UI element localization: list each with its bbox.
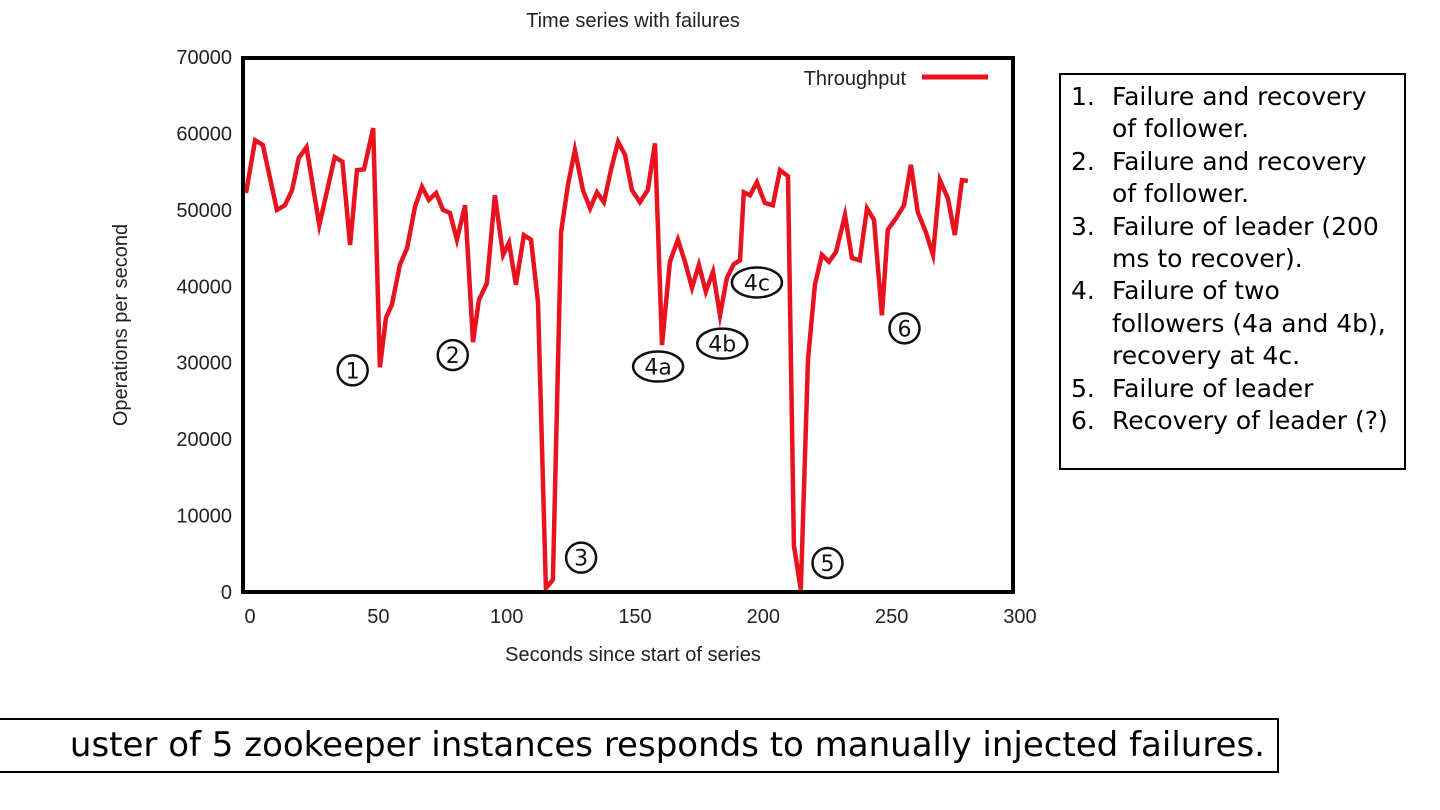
annotation-label: 6	[898, 317, 912, 342]
note-item: 5. Failure of leader	[1071, 373, 1396, 405]
failure-notes-list: 1. Failure and recovery of follower. 2. Fai…	[1071, 81, 1396, 437]
annotation-4a: 4a	[631, 350, 685, 383]
note-number: 3.	[1071, 211, 1095, 241]
x-tick-label: 100	[490, 606, 523, 628]
annotation-label: 4b	[708, 333, 736, 358]
note-item: 6. Recovery of leader (?)	[1071, 405, 1396, 437]
note-text: Failure and recovery of follower.	[1112, 82, 1367, 144]
annotation-label: 4a	[644, 356, 671, 381]
note-text: Failure of two followers (4a and 4b), re…	[1112, 276, 1386, 371]
y-tick-label: 50000	[176, 200, 232, 222]
annotation-label: 1	[346, 359, 360, 384]
x-tick-label: 0	[244, 606, 255, 628]
x-tick-label: 300	[1003, 606, 1036, 628]
annotation-circle	[436, 338, 470, 372]
note-item: 3. Failure of leader (200 ms to recover).	[1071, 211, 1396, 276]
note-number: 5.	[1071, 373, 1095, 403]
note-item: 1. Failure and recovery of follower.	[1071, 81, 1396, 146]
annotation-label: 5	[821, 552, 835, 577]
annotation-circle	[888, 312, 921, 345]
y-tick-label: 30000	[176, 353, 232, 375]
y-tick-label: 60000	[176, 123, 232, 145]
x-tick-label: 250	[875, 606, 908, 628]
annotation-circle	[811, 546, 844, 580]
annotations-group: 1 2 3 4a 4b 4c 5 6	[336, 266, 921, 580]
note-number: 4.	[1071, 276, 1095, 306]
series-group	[243, 127, 969, 595]
x-axis-title: Seconds since start of series	[505, 644, 761, 666]
y-axis: 0 10000 20000 30000 40000 50000 60000 70000	[176, 47, 232, 604]
annotation-circle	[336, 354, 369, 387]
caption-text: uster of 5 zookeeper instances responds …	[69, 725, 1265, 765]
legend: Throughput	[804, 68, 988, 90]
y-tick-label: 70000	[176, 47, 232, 69]
figure-caption: uster of 5 zookeeper instances responds …	[0, 718, 1279, 773]
annotation-oval	[631, 350, 685, 383]
series-line-throughput	[243, 127, 969, 595]
annotation-circle	[564, 541, 598, 574]
annotation-oval	[696, 327, 749, 360]
annotation-oval	[730, 266, 784, 299]
x-tick-label: 200	[747, 606, 780, 628]
annotation-6: 6	[888, 312, 921, 345]
note-text: Failure and recovery of follower.	[1112, 146, 1367, 209]
x-axis: 0 50 100 150 200 250 300	[244, 606, 1036, 628]
failure-notes-box: 1. Failure and recovery of follower. 2. Fai…	[1059, 73, 1406, 470]
annotation-4c: 4c	[730, 266, 784, 299]
note-item: 4. Failure of two followers (4a and 4b), …	[1071, 275, 1396, 372]
note-number: 1.	[1071, 82, 1095, 111]
annotation-2: 2	[436, 338, 470, 372]
annotation-4b: 4b	[696, 327, 749, 360]
y-tick-label: 20000	[176, 429, 232, 451]
note-number: 2.	[1071, 146, 1095, 176]
annotation-3: 3	[564, 541, 598, 574]
note-text: Recovery of leader (?)	[1112, 406, 1388, 436]
y-tick-label: 10000	[176, 506, 232, 528]
y-tick-label: 40000	[176, 276, 232, 298]
annotation-label: 3	[574, 547, 588, 572]
x-tick-label: 150	[618, 606, 651, 628]
y-tick-label: 0	[221, 582, 232, 604]
note-number: 6.	[1071, 406, 1095, 436]
annotation-label: 2	[446, 344, 460, 369]
annotation-1: 1	[336, 354, 369, 387]
chart-title: Time series with failures	[526, 10, 740, 32]
annotation-5: 5	[811, 546, 844, 580]
x-tick-label: 50	[367, 606, 389, 628]
legend-label-throughput: Throughput	[804, 68, 907, 90]
y-axis-title: Operations per second	[110, 224, 132, 426]
note-text: Failure of leader (200 ms to recover).	[1112, 211, 1379, 274]
note-item: 2. Failure and recovery of follower.	[1071, 146, 1396, 211]
throughput-chart: Time series with failures 01000020000300…	[110, 10, 1037, 666]
note-text: Failure of leader	[1112, 373, 1314, 403]
plot-frame	[241, 56, 1015, 594]
annotation-label: 4c	[744, 271, 770, 296]
